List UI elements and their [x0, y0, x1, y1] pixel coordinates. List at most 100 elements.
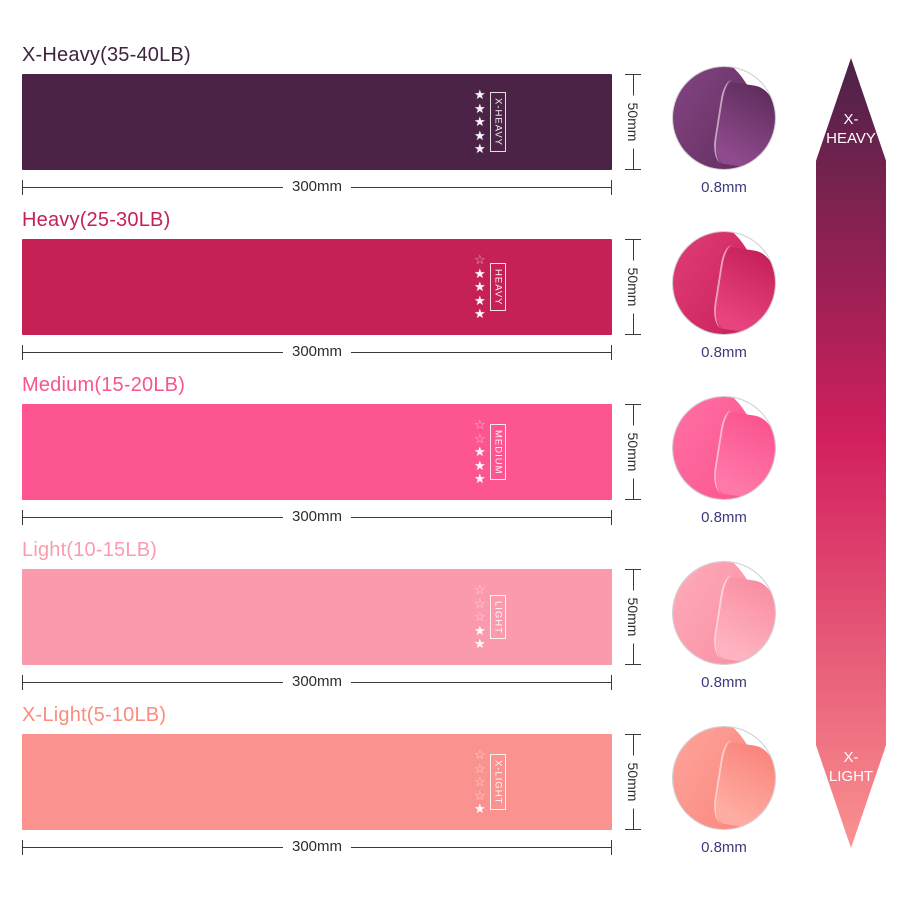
- dimension-cap-bottom: [625, 499, 641, 500]
- star-rating: ☆ ★ ★ ★ ★: [474, 253, 486, 321]
- star-filled-icon: ★: [474, 471, 486, 487]
- dimension-cap-top: [625, 569, 641, 570]
- thickness-label: 0.8mm: [701, 179, 747, 196]
- arrow-bottom-label-line1: X-: [843, 749, 859, 766]
- star-rating: ★ ★ ★ ★ ★: [474, 88, 486, 156]
- band-strip: ☆ ★ ★ ★ ★ HEAVY: [22, 239, 612, 335]
- arrow-top-label: X- HEAVY: [816, 110, 886, 148]
- band-print-mark: ★ ★ ★ ★ ★ X-HEAVY: [474, 83, 507, 161]
- arrow-top-label-line2: HEAVY: [826, 130, 876, 147]
- width-dimension-label: 300mm: [282, 836, 352, 858]
- star-filled-icon: ★: [474, 127, 486, 143]
- dimension-cap-top: [625, 239, 641, 240]
- band-print-mark: ☆ ★ ★ ★ ★ HEAVY: [474, 248, 507, 326]
- dimension-cap-bottom: [625, 664, 641, 665]
- width-dimension: 300mm: [22, 836, 612, 858]
- star-rating: ☆ ☆ ☆ ☆ ★: [474, 748, 486, 816]
- band-title: X-Light(5-10LB): [22, 704, 167, 726]
- dimension-cap-right: [611, 510, 612, 525]
- star-empty-icon: ☆: [474, 760, 486, 776]
- dimension-cap-bottom: [625, 829, 641, 830]
- star-filled-icon: ★: [474, 292, 486, 308]
- star-filled-icon: ★: [474, 279, 486, 295]
- height-dimension-label: 50mm: [625, 755, 641, 809]
- band-strip: ★ ★ ★ ★ ★ X-HEAVY: [22, 74, 612, 170]
- height-dimension: 50mm: [620, 734, 646, 830]
- band-strength-label: X-LIGHT: [489, 753, 507, 811]
- band-title: X-Heavy(35-40LB): [22, 44, 191, 66]
- band-strength-label: X-HEAVY: [489, 91, 507, 152]
- dimension-cap-bottom: [625, 169, 641, 170]
- star-rating: ☆ ☆ ★ ★ ★: [474, 418, 486, 486]
- star-filled-icon: ★: [474, 457, 486, 473]
- thickness-photo: [672, 231, 776, 335]
- dimension-cap-bottom: [625, 334, 641, 335]
- strength-scale-arrow: X- HEAVY X- LIGHT: [816, 58, 886, 848]
- width-dimension: 300mm: [22, 176, 612, 198]
- arrow-bottom-label-line2: LIGHT: [828, 768, 874, 785]
- dimension-cap-left: [22, 840, 23, 855]
- width-dimension: 300mm: [22, 341, 612, 363]
- star-filled-icon: ★: [474, 801, 486, 817]
- dimension-cap-top: [625, 734, 641, 735]
- thickness-label: 0.8mm: [701, 839, 747, 856]
- thickness-label: 0.8mm: [701, 344, 747, 361]
- dimension-cap-top: [625, 404, 641, 405]
- dimension-cap-left: [22, 510, 23, 525]
- star-empty-icon: ☆: [474, 609, 486, 625]
- height-dimension-label: 50mm: [625, 590, 641, 644]
- band-strip: ☆ ☆ ☆ ★ ★ LIGHT: [22, 569, 612, 665]
- width-dimension: 300mm: [22, 671, 612, 693]
- star-empty-icon: ☆: [474, 582, 486, 598]
- width-dimension-label: 300mm: [282, 506, 352, 528]
- band-title: Medium(15-20LB): [22, 374, 186, 396]
- star-filled-icon: ★: [474, 141, 486, 157]
- star-filled-icon: ★: [474, 265, 486, 281]
- star-filled-icon: ★: [474, 636, 486, 652]
- height-dimension-label: 50mm: [625, 95, 641, 149]
- thickness-photo: [672, 396, 776, 500]
- band-strength-label: HEAVY: [489, 262, 507, 312]
- thickness-callout: 0.8mm: [672, 231, 776, 361]
- band-strength-label: LIGHT: [489, 594, 507, 640]
- dimension-cap-left: [22, 345, 23, 360]
- star-empty-icon: ☆: [474, 417, 486, 433]
- band-strip: ☆ ☆ ☆ ☆ ★ X-LIGHT: [22, 734, 612, 830]
- width-dimension-label: 300mm: [282, 176, 352, 198]
- dimension-cap-right: [611, 675, 612, 690]
- star-filled-icon: ★: [474, 114, 486, 130]
- width-dimension-label: 300mm: [282, 341, 352, 363]
- band-print-mark: ☆ ☆ ☆ ★ ★ LIGHT: [474, 578, 507, 656]
- thickness-callout: 0.8mm: [672, 396, 776, 526]
- arrow-bottom-label: X- LIGHT: [816, 748, 886, 786]
- band-print-mark: ☆ ☆ ☆ ☆ ★ X-LIGHT: [474, 743, 507, 821]
- star-empty-icon: ☆: [474, 595, 486, 611]
- thickness-callout: 0.8mm: [672, 726, 776, 856]
- dimension-cap-left: [22, 675, 23, 690]
- star-filled-icon: ★: [474, 622, 486, 638]
- dimension-cap-right: [611, 345, 612, 360]
- star-empty-icon: ☆: [474, 252, 486, 268]
- arrow-top-label-line1: X-: [843, 111, 859, 128]
- height-dimension: 50mm: [620, 74, 646, 170]
- band-print-mark: ☆ ☆ ★ ★ ★ MEDIUM: [474, 413, 507, 491]
- band-strength-label: MEDIUM: [489, 423, 507, 481]
- star-empty-icon: ☆: [474, 774, 486, 790]
- thickness-photo: [672, 561, 776, 665]
- thickness-callout: 0.8mm: [672, 561, 776, 691]
- star-empty-icon: ☆: [474, 430, 486, 446]
- height-dimension: 50mm: [620, 239, 646, 335]
- dimension-cap-right: [611, 840, 612, 855]
- thickness-photo: [672, 66, 776, 170]
- band-strip: ☆ ☆ ★ ★ ★ MEDIUM: [22, 404, 612, 500]
- star-filled-icon: ★: [474, 444, 486, 460]
- star-empty-icon: ☆: [474, 747, 486, 763]
- height-dimension-label: 50mm: [625, 425, 641, 479]
- thickness-label: 0.8mm: [701, 674, 747, 691]
- star-empty-icon: ☆: [474, 787, 486, 803]
- star-filled-icon: ★: [474, 87, 486, 103]
- width-dimension-label: 300mm: [282, 671, 352, 693]
- thickness-callout: 0.8mm: [672, 66, 776, 196]
- thickness-label: 0.8mm: [701, 509, 747, 526]
